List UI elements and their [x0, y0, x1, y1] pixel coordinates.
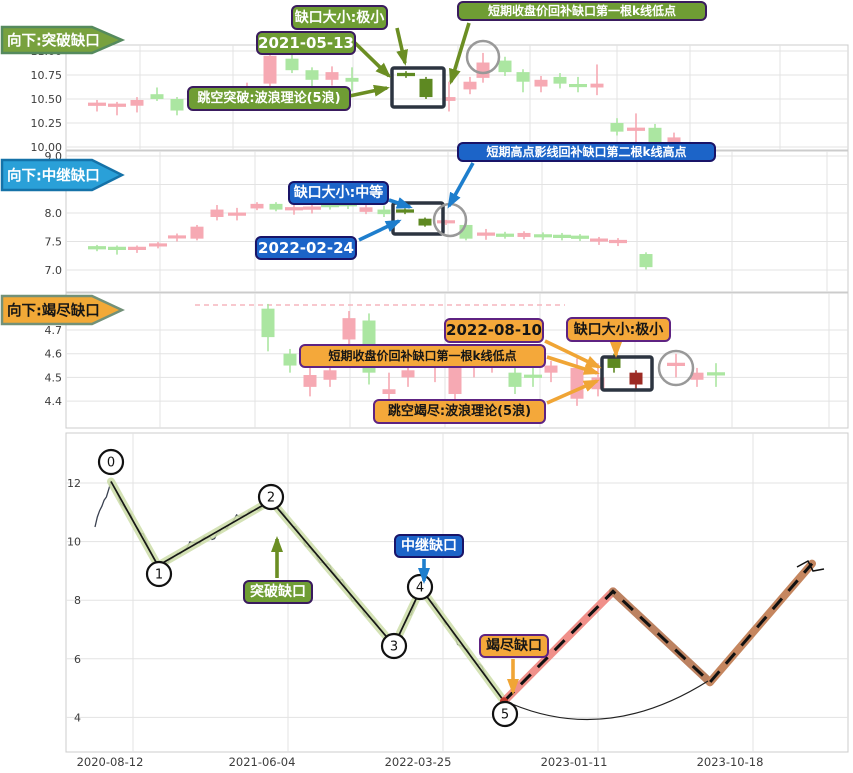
svg-text:5: 5	[501, 708, 509, 723]
candles	[88, 51, 681, 151]
pointer-arrow	[546, 379, 600, 405]
gap-fill-circle	[465, 39, 501, 75]
candles	[88, 197, 653, 270]
x-tick-label: 2023-10-18	[697, 755, 764, 769]
panel-header-banner-2: 向下:竭尽缺口	[0, 294, 125, 326]
y-tick-label: 8	[74, 594, 81, 607]
y-tick-label: 10.75	[31, 69, 63, 82]
wave-number-marker: 2	[257, 483, 285, 511]
x-tick-label: 2020-08-12	[77, 755, 144, 769]
x-tick-label: 2021-06-04	[229, 755, 296, 769]
panel-header-banner-1: 向下:中继缺口	[0, 158, 125, 192]
gap-highlight-box	[391, 201, 445, 236]
y-tick-label: 7.5	[45, 236, 63, 249]
y-tick-label: 8.0	[45, 207, 63, 220]
svg-text:4: 4	[416, 581, 424, 596]
panel-title: 向下:竭尽缺口	[7, 302, 100, 320]
y-tick-label: 4.7	[45, 324, 63, 337]
pointer-arrow	[358, 219, 402, 242]
y-tick-label: 10.25	[31, 117, 63, 130]
projection-end-marks	[796, 559, 825, 572]
x-tick-label: 2022-03-25	[385, 755, 452, 769]
gap-highlight-box	[390, 66, 446, 109]
wave-number-marker: 3	[380, 632, 408, 660]
svg-text:3: 3	[390, 640, 398, 655]
y-tick-label: 4.6	[45, 348, 63, 361]
x-tick-label: 2023-01-11	[541, 755, 608, 769]
wave-number-marker: 1	[145, 560, 173, 588]
pointer-arrow	[350, 38, 392, 79]
svg-text:2: 2	[267, 491, 275, 506]
pointer-arrow	[447, 162, 475, 209]
wave-glow	[107, 477, 508, 706]
y-tick-label: 10	[67, 536, 81, 549]
candles	[261, 303, 725, 406]
pointer-arrow	[339, 84, 390, 100]
panel-title: 向下:突破缺口	[7, 32, 100, 50]
panel-1: 9.08.58.07.57.0	[45, 150, 849, 293]
gap-fill-circle	[657, 349, 695, 387]
panel-title: 向下:中继缺口	[7, 167, 100, 185]
panel-header-banner-0: 向下:突破缺口	[0, 25, 126, 55]
wave-number-marker: 0	[97, 448, 125, 476]
svg-text:0: 0	[107, 456, 115, 471]
wave-number-marker: 5	[491, 700, 519, 728]
pointer-arrow	[544, 339, 602, 369]
y-tick-label: 10.50	[31, 93, 63, 106]
y-tick-label: 12	[67, 477, 81, 490]
y-tick-label: 4.4	[45, 395, 63, 408]
projection-dashed-line	[502, 562, 814, 703]
gap-fill-circle	[432, 202, 468, 238]
pointer-arrow	[546, 355, 600, 375]
y-tick-label: 6	[74, 653, 81, 666]
pointer-arrow	[395, 27, 408, 66]
pointer-arrow	[449, 22, 471, 85]
y-tick-label: 4.5	[45, 371, 63, 384]
svg-text:1: 1	[155, 568, 163, 583]
y-tick-label: 7.0	[45, 264, 63, 277]
y-tick-label: 10.00	[31, 141, 63, 154]
connector-arc	[511, 680, 709, 721]
wave-number-marker: 4	[406, 573, 434, 601]
y-tick-label: 4	[74, 711, 81, 724]
wave-line	[110, 481, 505, 702]
panel-2: 4.7 4.6 4.5 4.4	[45, 292, 849, 429]
pointer-arrow	[388, 197, 413, 209]
gap-highlight-box	[600, 355, 654, 392]
